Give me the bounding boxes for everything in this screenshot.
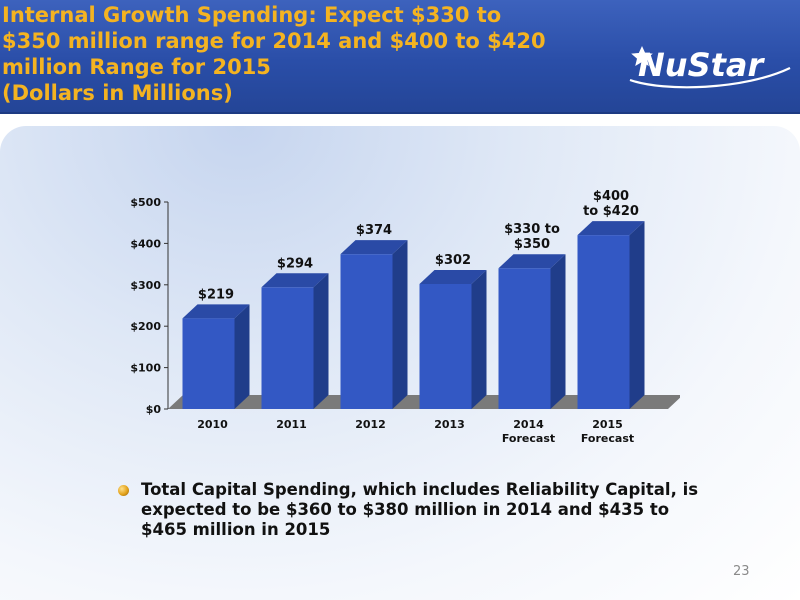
x-tick-label: 2012 [355,418,386,431]
bullet-text: Total Capital Spending, which includes R… [141,480,699,539]
bar-side [313,273,329,409]
y-tick-label: $0 [146,403,162,416]
bullet-icon [118,485,129,496]
bar-side [234,304,250,409]
x-tick-label: Forecast [502,432,555,445]
bar-side [550,254,566,409]
x-tick-label: 2015 [592,418,623,431]
bar-top [419,269,487,284]
bar-top [577,221,645,236]
page-number: 23 [733,564,750,579]
bar-top [182,304,250,319]
bullet-item: Total Capital Spending, which includes R… [118,480,718,540]
data-label: $302 [435,253,471,268]
x-tick-label: 2011 [276,418,307,431]
bar [419,283,472,409]
bar-top [340,240,408,255]
data-label: $400 [593,189,629,204]
header-bar: Internal Growth Spending: Expect $330 to… [0,0,800,114]
y-tick-label: $300 [130,279,161,292]
slide-title: Internal Growth Spending: Expect $330 to… [2,2,622,106]
data-label: $294 [277,256,313,271]
x-tick-label: 2014 [513,418,544,431]
logo-swoosh [629,67,791,89]
bar-side [392,240,408,409]
title-line: million Range for 2015 [2,55,271,79]
bar [498,268,551,409]
bar-top [498,254,566,269]
bar [340,254,393,409]
title-line: (Dollars in Millions) [2,81,233,105]
bar-top [261,273,329,288]
data-label: $350 [514,237,550,252]
bar [261,287,314,409]
title-line: $350 million range for 2014 and $400 to … [2,29,546,53]
bar [182,318,235,409]
capex-bar-chart: $0 $100 $200 $300 $400 $500 $219 2010 $294 2011 $3… [130,189,680,445]
bar-side [629,221,645,409]
title-line: Internal Growth Spending: Expect $330 to [2,3,502,27]
bar [577,235,630,409]
x-tick-label: Forecast [581,432,634,445]
data-label: $330 to [504,222,560,237]
y-tick-label: $400 [130,237,161,250]
y-tick-label: $500 [130,196,161,209]
y-tick-label: $100 [130,362,161,375]
y-tick-label: $200 [130,320,161,333]
data-label: $374 [356,223,392,238]
x-tick-label: 2010 [197,418,228,431]
data-label: to $420 [583,204,639,219]
data-label: $219 [198,287,234,302]
logo-wordmark: NuStar [638,46,766,84]
bar-side [471,269,487,409]
nustar-logo: NuStar [629,46,791,89]
x-tick-label: 2013 [434,418,465,431]
star-icon [631,46,653,66]
